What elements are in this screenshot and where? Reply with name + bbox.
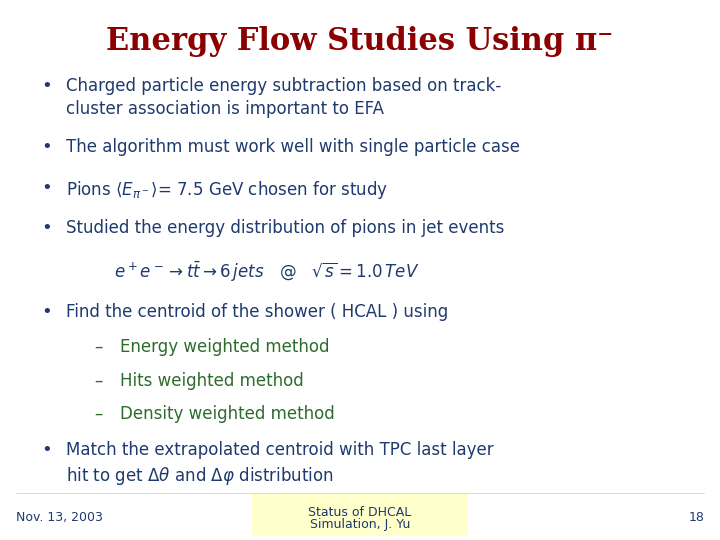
Text: Studied the energy distribution of pions in jet events: Studied the energy distribution of pions… [66,219,504,237]
Text: •: • [41,219,52,237]
Text: –: – [94,405,103,423]
Text: •: • [41,303,52,321]
Text: Density weighted method: Density weighted method [120,405,335,423]
Text: 18: 18 [688,510,704,524]
Text: Pions $\langle E_{\pi^-}\rangle$= 7.5 GeV chosen for study: Pions $\langle E_{\pi^-}\rangle$= 7.5 Ge… [66,179,388,201]
Text: –: – [94,338,103,356]
Text: –: – [94,372,103,389]
Text: $e^+e^- \rightarrow t\bar{t} \rightarrow 6\,jets \quad @\quad \sqrt{s}=1.0\,TeV$: $e^+e^- \rightarrow t\bar{t} \rightarrow… [114,259,420,284]
Text: Hits weighted method: Hits weighted method [120,372,304,389]
Text: Status of DHCAL: Status of DHCAL [308,507,412,519]
Text: The algorithm must work well with single particle case: The algorithm must work well with single… [66,138,520,157]
Text: Simulation, J. Yu: Simulation, J. Yu [310,518,410,531]
Text: Energy Flow Studies Using π⁻: Energy Flow Studies Using π⁻ [107,25,613,57]
Text: •: • [41,77,52,94]
FancyBboxPatch shape [253,494,467,536]
Text: Find the centroid of the shower ( HCAL ) using: Find the centroid of the shower ( HCAL )… [66,303,448,321]
Text: Energy weighted method: Energy weighted method [120,338,329,356]
Text: •: • [41,138,52,157]
Text: Charged particle energy subtraction based on track-
cluster association is impor: Charged particle energy subtraction base… [66,77,501,118]
Text: Nov. 13, 2003: Nov. 13, 2003 [16,510,103,524]
Text: Match the extrapolated centroid with TPC last layer
hit to get $\Delta\theta$ an: Match the extrapolated centroid with TPC… [66,441,494,487]
Text: •: • [41,179,52,197]
Text: •: • [41,441,52,459]
